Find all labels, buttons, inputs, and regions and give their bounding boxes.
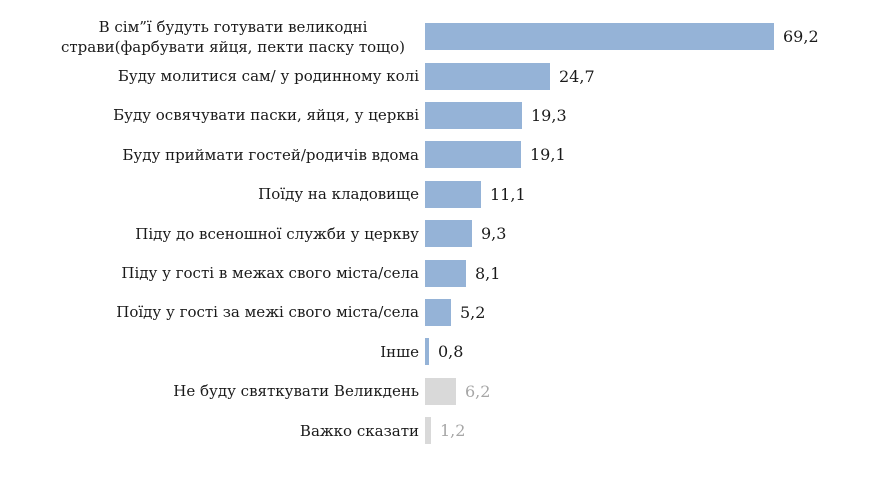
value-label: 9,3 — [481, 224, 507, 244]
chart-row: В сім”ї будуть готувати великодні страви… — [0, 17, 870, 56]
bar-cell: 1,2 — [425, 417, 870, 445]
bar-cell: 24,7 — [425, 62, 870, 90]
chart-row: Піду до всеношної служби у церкву 9,3 — [0, 214, 870, 253]
value-label: 19,3 — [531, 105, 567, 125]
value-label: 24,7 — [559, 66, 595, 86]
bar — [425, 298, 451, 326]
category-label: Поїду на кладовище — [258, 185, 419, 204]
chart-row: Не буду святкувати Великдень 6,2 — [0, 372, 870, 411]
category-label: Піду у гості в межах свого міста/села — [121, 264, 419, 283]
chart-row: Важко сказати 1,2 — [0, 411, 870, 450]
chart-row: Буду приймати гостей/родичів вдома 19,1 — [0, 135, 870, 174]
bar-cell: 19,3 — [425, 101, 870, 129]
chart-row: Буду молитися сам/ у родинному колі 24,7 — [0, 56, 870, 95]
chart-row: Інше 0,8 — [0, 332, 870, 371]
bar-cell: 11,1 — [425, 180, 870, 208]
value-label: 8,1 — [475, 263, 501, 283]
bar — [425, 259, 466, 287]
category-label: Буду приймати гостей/родичів вдома — [122, 145, 419, 164]
category-label: Буду молитися сам/ у родинному колі — [117, 67, 419, 86]
category-label-cell: Інше — [0, 342, 425, 362]
value-label: 5,2 — [460, 302, 486, 322]
bar — [425, 180, 481, 208]
value-label: 0,8 — [438, 342, 464, 362]
bar — [425, 23, 774, 51]
bar — [425, 338, 429, 366]
chart-row: Буду освячувати паски, яйця, у церкві 19,… — [0, 96, 870, 135]
category-label: Піду до всеношної служби у церкву — [135, 224, 419, 243]
category-label: Поїду у гості за межі свого міста/села — [116, 303, 419, 322]
value-label: 11,1 — [490, 184, 526, 204]
bar-cell: 19,1 — [425, 141, 870, 169]
value-label: 69,2 — [783, 27, 819, 47]
chart-row: Піду у гості в межах свого міста/села 8,1 — [0, 253, 870, 292]
category-label: Важко сказати — [299, 421, 419, 440]
category-label-cell: Піду у гості в межах свого міста/села — [0, 263, 425, 283]
bar-cell: 0,8 — [425, 338, 870, 366]
category-label: Інше — [380, 342, 419, 361]
bar-muted — [425, 377, 456, 405]
bar — [425, 141, 521, 169]
value-label: 6,2 — [465, 381, 491, 401]
bar-cell: 69,2 — [425, 23, 870, 51]
value-label: 19,1 — [530, 145, 566, 165]
category-label-cell: В сім”ї будуть готувати великодні страви… — [0, 17, 425, 57]
bar-cell: 8,1 — [425, 259, 870, 287]
category-label: Буду освячувати паски, яйця, у церкві — [113, 106, 419, 125]
bar — [425, 101, 522, 129]
category-label-cell: Поїду на кладовище — [0, 184, 425, 204]
category-label-cell: Піду до всеношної служби у церкву — [0, 224, 425, 244]
bar — [425, 62, 550, 90]
category-label: В сім”ї будуть готувати великодні страви… — [60, 17, 406, 56]
bar — [425, 220, 472, 248]
chart-row: Поїду на кладовище 11,1 — [0, 175, 870, 214]
category-label-cell: Поїду у гості за межі свого міста/села — [0, 302, 425, 322]
bar-cell: 9,3 — [425, 220, 870, 248]
chart-row: Поїду у гості за межі свого міста/села 5,… — [0, 293, 870, 332]
category-label-cell: Не буду святкувати Великдень — [0, 381, 425, 401]
category-label-cell: Важко сказати — [0, 421, 425, 441]
category-label: Не буду святкувати Великдень — [173, 382, 419, 401]
bar-cell: 5,2 — [425, 298, 870, 326]
category-label-cell: Буду молитися сам/ у родинному колі — [0, 66, 425, 86]
value-label: 1,2 — [440, 421, 466, 441]
bar-cell: 6,2 — [425, 377, 870, 405]
bar-muted — [425, 417, 431, 445]
category-label-cell: Буду освячувати паски, яйця, у церкві — [0, 105, 425, 125]
category-label-cell: Буду приймати гостей/родичів вдома — [0, 145, 425, 165]
